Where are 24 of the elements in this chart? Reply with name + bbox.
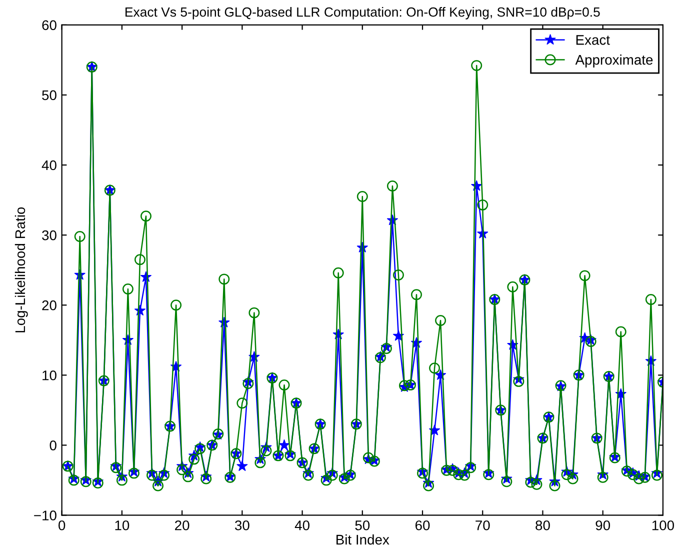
x-tick-label: 90 (596, 520, 610, 530)
x-tick-label: 70 (476, 520, 490, 530)
y-tick-label: 50 (42, 90, 56, 100)
y-tick-label: −10 (34, 510, 56, 520)
y-tick-label: 30 (42, 230, 56, 240)
x-tick-label: 40 (294, 520, 310, 530)
y-axis-title: Log-Likelihood Ratio (14, 207, 28, 332)
x-tick-label: 10 (115, 520, 130, 530)
y-tick-label: 0 (50, 440, 56, 450)
y-tick-label: 10 (42, 370, 56, 380)
y-tick-label: 60 (42, 20, 56, 30)
x-tick-label: 60 (415, 520, 430, 530)
chart-title: Exact Vs 5-point GLQ-based LLR Computation: On-Off Keying, SNR=10 dBρ=0.5 (126, 7, 600, 20)
x-tick-label: 80 (536, 520, 550, 530)
legend-label: Exact (576, 35, 610, 45)
legend-label: Approximate (575, 54, 653, 68)
x-tick-label: 100 (652, 520, 674, 530)
x-tick-label: 30 (234, 520, 250, 530)
y-tick-label: 40 (42, 160, 56, 170)
x-axis-title: Bit Index (336, 534, 390, 545)
x-tick-label: 50 (355, 520, 370, 530)
x-tick-label: 0 (58, 520, 66, 530)
y-tick-label: 20 (42, 300, 56, 310)
x-tick-label: 20 (175, 520, 190, 530)
